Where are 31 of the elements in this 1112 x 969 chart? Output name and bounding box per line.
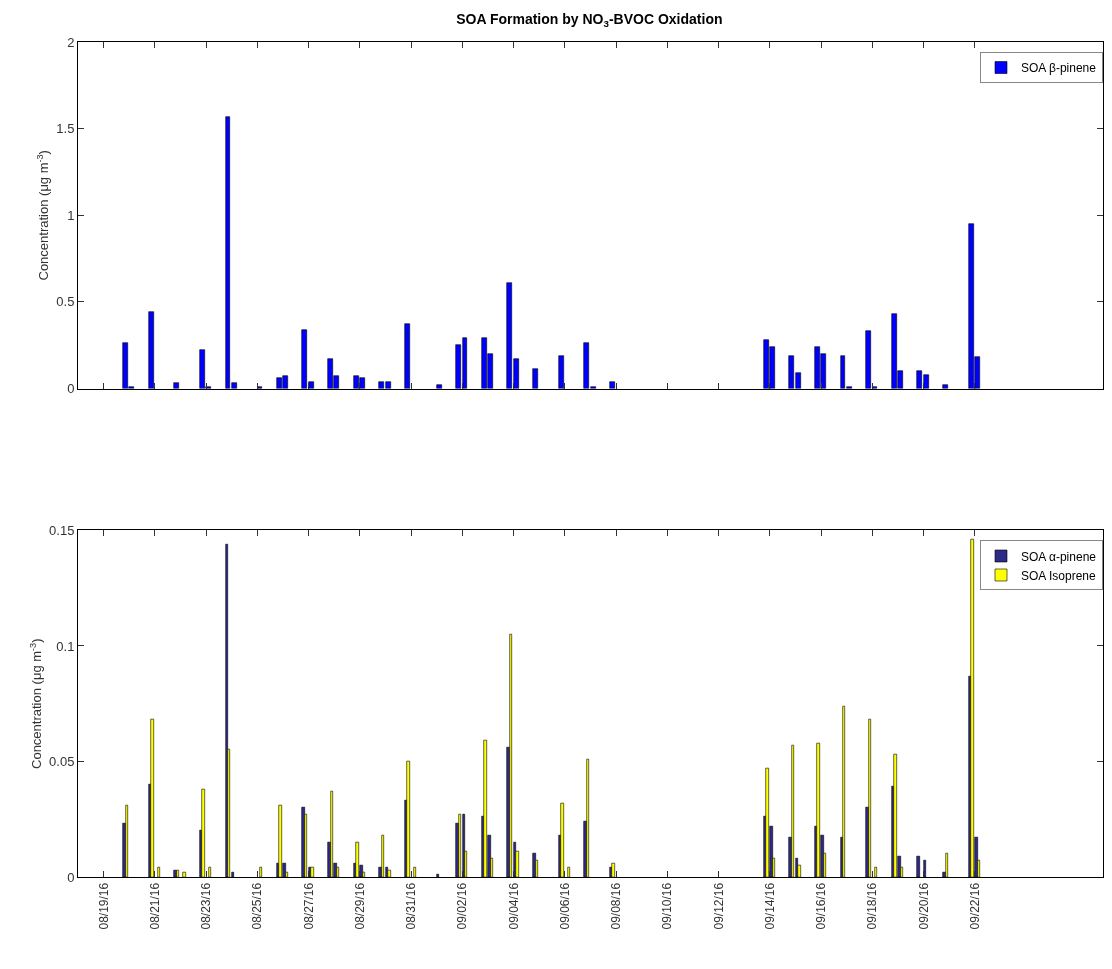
x-tick-label: 09/08/16 — [609, 882, 624, 930]
x-tick-label: 08/21/16 — [147, 882, 162, 930]
x-tick-label: 08/29/16 — [352, 882, 367, 930]
x-tick-label: 08/25/16 — [250, 882, 265, 930]
y-tick-label: 1 — [67, 207, 75, 223]
x-tick-label: 09/20/16 — [916, 882, 931, 930]
x-tick-label: 09/04/16 — [506, 882, 521, 930]
x-tick-label: 08/23/16 — [199, 882, 214, 930]
legend-label: SOA α-pinene — [1021, 549, 1097, 564]
x-tick-label: 08/27/16 — [301, 882, 316, 930]
y-tick-label: 0.5 — [56, 294, 75, 310]
x-tick-label: 09/02/16 — [455, 882, 470, 930]
x-tick-label: 09/06/16 — [557, 882, 572, 930]
x-tick-label: 09/10/16 — [660, 882, 675, 930]
y-tick-label: 0.1 — [56, 638, 75, 654]
y-tick-label: 0.05 — [49, 754, 75, 770]
legend-label: SOA Isoprene — [1021, 568, 1097, 583]
x-tick-label: 09/12/16 — [711, 882, 726, 930]
chart-title: SOA Formation by NO$_{3}$-BVOC Oxidation — [456, 11, 723, 30]
x-tick-label: 08/31/16 — [404, 882, 419, 930]
x-tick-label: 08/19/16 — [96, 882, 111, 930]
y-tick-label: 0 — [67, 869, 75, 885]
x-tick-label: 09/16/16 — [814, 882, 829, 930]
y-tick-label: 0 — [67, 381, 75, 397]
x-tick-label: 09/22/16 — [967, 882, 982, 930]
x-tick-label: 09/18/16 — [865, 882, 880, 930]
y-tick-label: 2 — [67, 34, 75, 50]
x-tick-label: 09/14/16 — [762, 882, 777, 930]
y-tick-label: 1.5 — [56, 121, 75, 137]
legend-label: SOA β-pinene — [1021, 61, 1097, 76]
y-tick-label: 0.15 — [49, 523, 75, 539]
